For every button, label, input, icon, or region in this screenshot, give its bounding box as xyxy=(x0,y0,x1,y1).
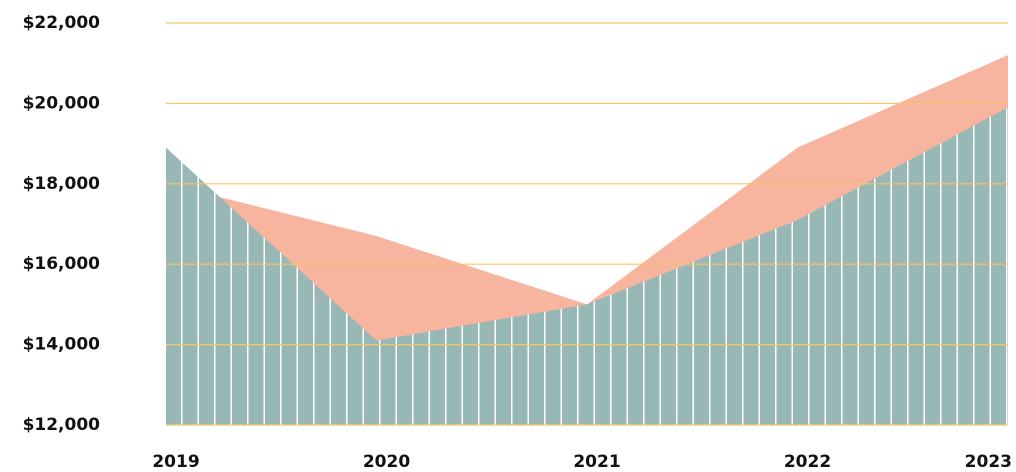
x-tick-label: 2023 xyxy=(965,452,1012,472)
y-tick-label: $18,000 xyxy=(23,174,101,194)
x-tick-label: 2022 xyxy=(784,452,831,472)
area xyxy=(166,107,1008,426)
x-tick-label: 2021 xyxy=(573,452,620,472)
y-tick-label: $16,000 xyxy=(23,254,101,274)
y-tick-label: $14,000 xyxy=(23,335,101,355)
y-tick-label: $22,000 xyxy=(23,13,101,33)
x-tick-label: 2019 xyxy=(152,452,199,472)
x-tick-label: 2020 xyxy=(363,452,410,472)
y-tick-label: $12,000 xyxy=(23,415,101,435)
y-tick-label: $20,000 xyxy=(23,93,101,113)
